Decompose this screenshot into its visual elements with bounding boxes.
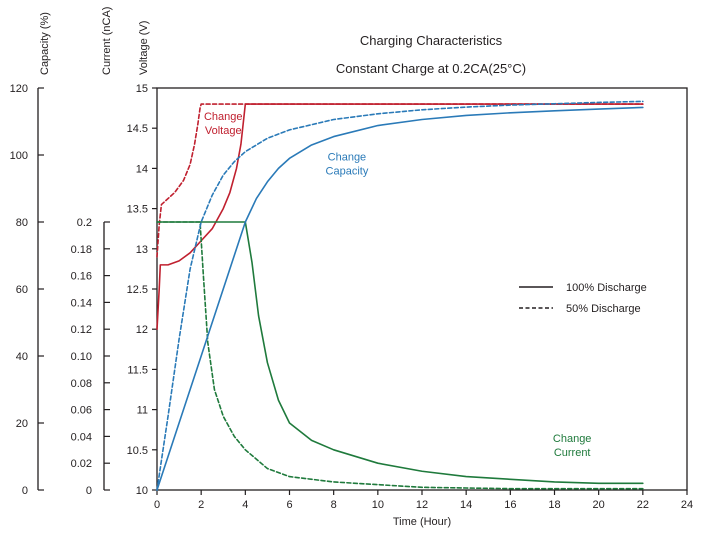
current-line-50pct xyxy=(156,221,644,490)
chart-title: Charging Characteristics xyxy=(360,33,503,48)
x-tick-label: 8 xyxy=(331,499,337,511)
voltage-tick-label: 11 xyxy=(137,405,148,417)
current-tick-label: 0.06 xyxy=(71,405,92,417)
annotation-text: Current xyxy=(554,447,591,459)
voltage-tick-label: 13.5 xyxy=(127,204,148,216)
tick-labels: 0 2 4 6 8 10 12 14 16 18 20 22 241010.51111.51212.51… xyxy=(10,83,693,511)
tick-marks xyxy=(38,87,688,495)
x-tick-label: 0 xyxy=(154,499,160,511)
current-tick-label: 0 xyxy=(86,485,92,497)
annotation-text: Change xyxy=(553,433,592,445)
x-tick-label: 6 xyxy=(286,499,292,511)
current-line-100pct xyxy=(156,221,644,485)
current-tick-label: 0.18 xyxy=(71,244,92,256)
current-tick-label: 0.04 xyxy=(71,431,92,443)
voltage-tick-label: 12.5 xyxy=(127,284,148,296)
annotation-text: Change xyxy=(328,151,367,163)
x-tick-label: 14 xyxy=(460,499,472,511)
capacity-tick-label: 100 xyxy=(10,150,28,162)
current-tick-label: 0.16 xyxy=(71,271,92,283)
capacity-tick-label: 60 xyxy=(16,284,28,296)
voltage-tick-label: 13 xyxy=(136,244,148,256)
voltage-axis-title: Voltage (V) xyxy=(138,21,150,75)
annotation-text: Capacity xyxy=(326,165,369,177)
voltage-tick-label: 15 xyxy=(136,83,148,95)
x-tick-label: 22 xyxy=(637,499,649,511)
voltage-tick-label: 12 xyxy=(136,324,148,336)
x-tick-label: 24 xyxy=(681,499,693,511)
current-axis-title: Current (nCA) xyxy=(101,7,113,75)
x-tick-label: 2 xyxy=(198,499,204,511)
voltage-tick-label: 10 xyxy=(136,485,148,497)
current-tick-label: 0.12 xyxy=(71,324,92,336)
x-tick-label: 12 xyxy=(416,499,428,511)
voltage-tick-label: 11.5 xyxy=(127,364,148,376)
capacity-tick-label: 80 xyxy=(16,217,28,229)
x-tick-label: 4 xyxy=(242,499,248,511)
x-tick-label: 16 xyxy=(504,499,516,511)
x-tick-label: 20 xyxy=(593,499,605,511)
x-axis-title: Time (Hour) xyxy=(393,516,451,528)
capacity-tick-label: 120 xyxy=(10,83,28,95)
annotation-text: Change xyxy=(204,111,243,123)
legend: 100% Discharge 50% Discharge xyxy=(519,282,647,315)
legend-label-50: 50% Discharge xyxy=(566,303,641,315)
current-tick-label: 0.10 xyxy=(71,351,92,363)
capacity-line-50pct xyxy=(156,100,644,491)
capacity-tick-label: 20 xyxy=(16,418,28,430)
voltage-line-100pct xyxy=(156,103,644,330)
voltage-tick-label: 14 xyxy=(136,163,148,175)
current-tick-label: 0.08 xyxy=(71,378,92,390)
x-tick-label: 10 xyxy=(372,499,384,511)
capacity-tick-label: 0 xyxy=(22,485,28,497)
capacity-line-100pct xyxy=(156,106,644,491)
series-lines xyxy=(156,100,644,491)
voltage-tick-label: 10.5 xyxy=(127,445,148,457)
chart-subtitle: Constant Charge at 0.2CA(25°C) xyxy=(336,61,526,76)
voltage-line-50pct xyxy=(156,103,644,258)
current-tick-label: 0.2 xyxy=(77,217,92,229)
current-tick-label: 0.14 xyxy=(71,297,92,309)
legend-label-100: 100% Discharge xyxy=(566,282,647,294)
capacity-tick-label: 40 xyxy=(16,351,28,363)
capacity-axis-title: Capacity (%) xyxy=(39,12,51,75)
annotation-text: Voltage xyxy=(205,125,242,137)
voltage-tick-label: 14.5 xyxy=(127,123,148,135)
x-tick-label: 18 xyxy=(548,499,560,511)
current-tick-label: 0.02 xyxy=(71,458,92,470)
annotations: Change Voltage Change Capacity Change Current xyxy=(204,111,591,459)
